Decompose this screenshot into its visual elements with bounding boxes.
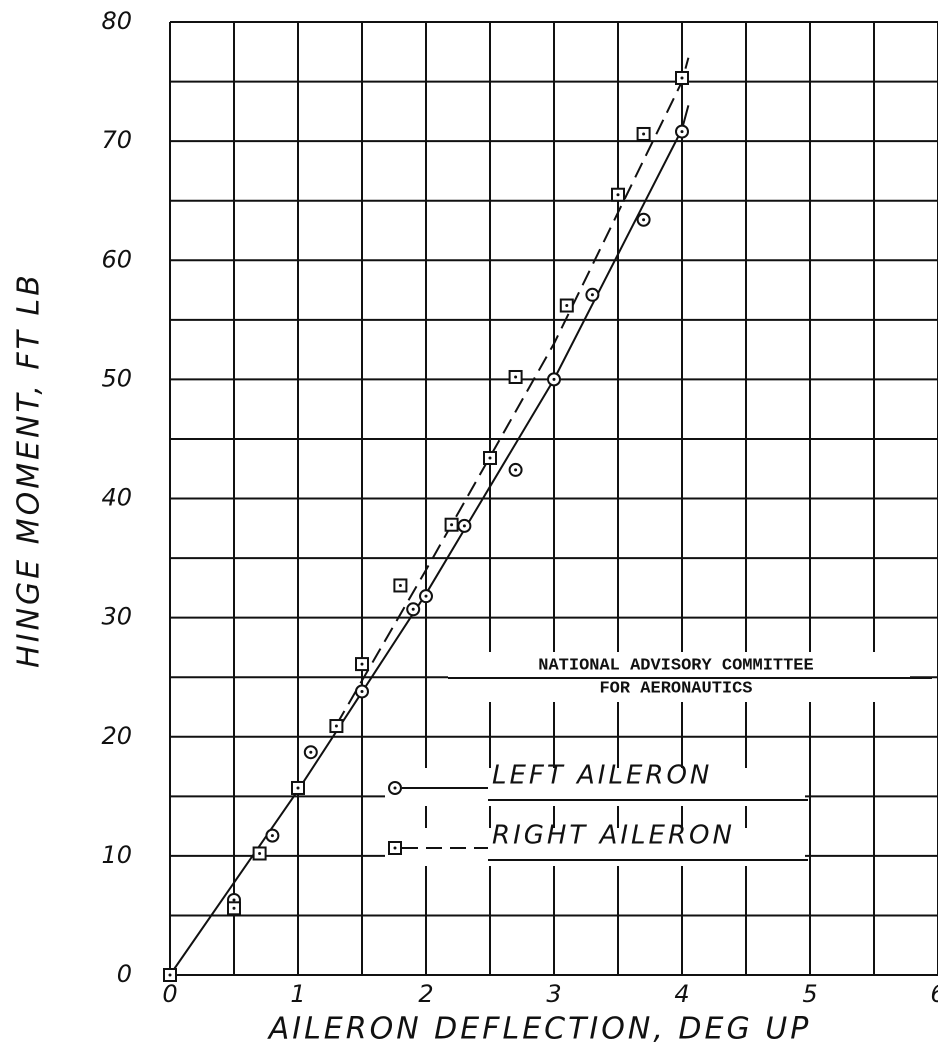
annotation-text: FOR AERONAUTICS	[599, 679, 752, 698]
marker-dot	[590, 293, 594, 297]
y-axis-label: HINGE MOMENT, FT LB	[12, 272, 47, 668]
marker-dot	[398, 583, 402, 587]
y-tick-label: 0	[117, 960, 132, 988]
marker-dot	[616, 193, 620, 197]
marker	[636, 126, 651, 141]
marker-dot	[488, 456, 492, 460]
marker-dot	[309, 750, 313, 754]
marker	[388, 781, 402, 795]
marker	[483, 450, 497, 465]
marker-dot	[642, 218, 646, 222]
marker	[303, 745, 318, 760]
y-tick-label: 20	[101, 722, 132, 750]
marker-dot	[450, 523, 454, 527]
marker	[355, 657, 369, 672]
marker	[547, 372, 561, 387]
marker	[675, 124, 689, 139]
marker-dot	[462, 524, 466, 528]
y-tick-label: 50	[101, 364, 132, 392]
marker-dot	[232, 898, 236, 902]
legend-entry: LEFT AILERON	[385, 761, 808, 806]
marker-dot	[411, 607, 415, 611]
x-tick-label: 2	[418, 980, 433, 1008]
grid	[169, 21, 938, 976]
labels: 012345601020304050607080	[101, 7, 938, 1008]
y-tick-label: 30	[101, 603, 132, 631]
marker-dot	[360, 689, 364, 693]
legend-text: RIGHT AILERON	[492, 821, 735, 851]
y-tick-label: 70	[101, 126, 132, 154]
marker-dot	[565, 304, 569, 308]
y-tick-label: 60	[101, 245, 132, 273]
legend-entry: RIGHT AILERON	[385, 821, 808, 866]
markers	[163, 70, 689, 982]
marker-dot	[393, 846, 397, 850]
marker	[585, 287, 600, 302]
marker	[265, 828, 280, 843]
marker	[393, 578, 408, 593]
y-tick-label: 40	[101, 484, 132, 512]
marker	[419, 589, 433, 604]
marker-dot	[334, 724, 338, 728]
y-tick-label: 80	[101, 7, 132, 35]
marker-dot	[296, 786, 300, 790]
marker	[355, 684, 369, 699]
marker	[675, 70, 689, 85]
marker-dot	[270, 834, 274, 838]
marker	[508, 369, 523, 384]
marker	[227, 901, 241, 916]
marker	[252, 846, 267, 861]
marker-dot	[514, 468, 518, 472]
marker-dot	[552, 377, 556, 381]
y-tick-label: 10	[101, 841, 132, 869]
marker	[406, 602, 421, 617]
marker-dot	[258, 851, 262, 855]
marker	[508, 462, 523, 477]
x-tick-label: 5	[802, 980, 817, 1008]
marker	[388, 841, 402, 855]
marker-dot	[642, 132, 646, 136]
marker	[291, 780, 305, 795]
marker	[457, 518, 472, 533]
marker-dot	[424, 594, 428, 598]
x-tick-label: 1	[290, 980, 305, 1008]
marker-dot	[514, 375, 518, 379]
marker-dot	[168, 973, 172, 977]
marker-dot	[393, 786, 397, 790]
x-tick-label: 3	[546, 980, 561, 1008]
x-tick-label: 4	[674, 980, 689, 1008]
annotation-text: NATIONAL ADVISORY COMMITTEE	[538, 656, 813, 675]
x-tick-label: 0	[162, 980, 177, 1008]
marker-dot	[232, 906, 236, 910]
marker-dot	[680, 130, 684, 134]
marker	[611, 187, 625, 202]
legend-text: LEFT AILERON	[492, 761, 712, 791]
marker-dot	[680, 76, 684, 80]
marker	[329, 719, 344, 734]
x-axis-label: AILERON DEFLECTION, DEG UP	[267, 1012, 812, 1047]
x-tick-label: 6	[930, 980, 938, 1008]
fit-line	[335, 57, 690, 726]
marker	[559, 298, 574, 313]
marker	[636, 212, 651, 227]
marker	[444, 517, 459, 532]
marker-dot	[360, 662, 364, 666]
marker	[163, 968, 177, 982]
annotation: NATIONAL ADVISORY COMMITTEE FOR AERONAUTI…	[448, 652, 932, 702]
